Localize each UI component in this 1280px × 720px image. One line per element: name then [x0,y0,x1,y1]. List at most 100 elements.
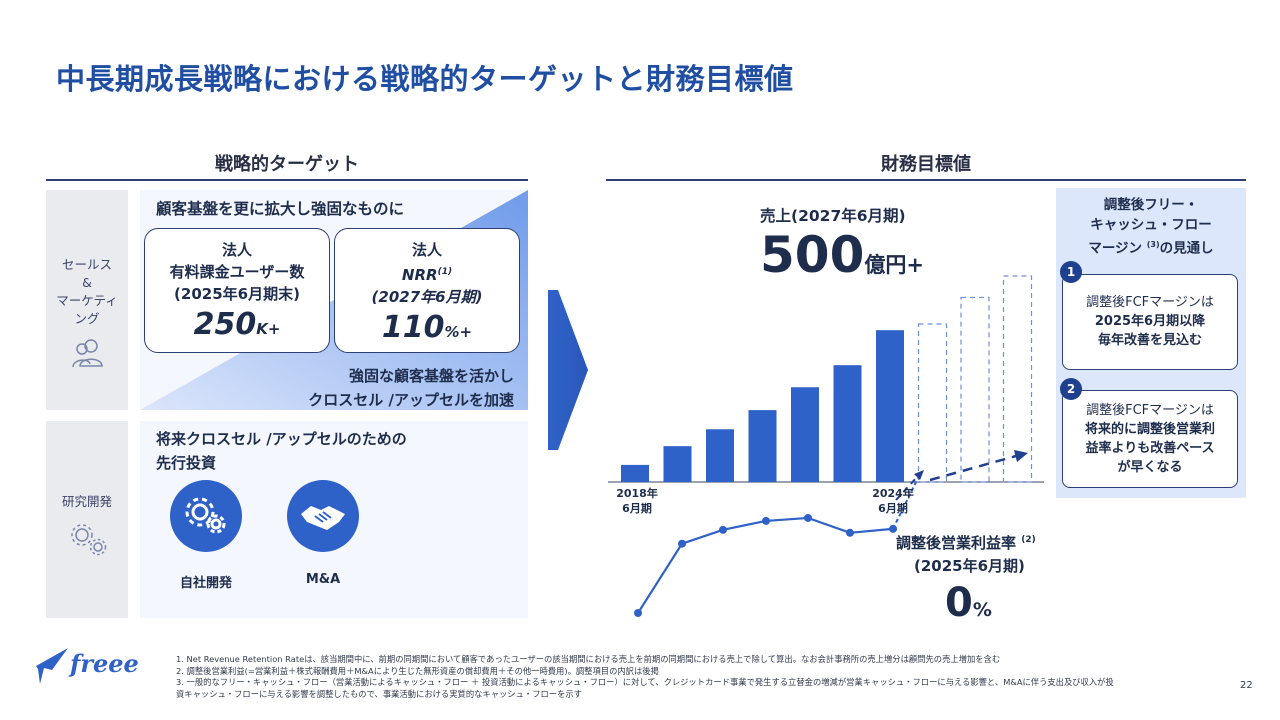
op-margin-point-4 [762,516,770,525]
page-title: 中長期成長戦略における戦略的ターゲットと財務目標値 [56,62,794,96]
x-axis-end-month: 6月期 [878,502,908,515]
revenue-target: 500億円+ [760,226,924,284]
cross-sell-line2: クロスセル /アップセルを加速 [308,391,514,409]
fcf-arrow-1-head [914,470,924,480]
x-axis-start-month: 6月期 [622,502,652,515]
revenue-unit: 億円+ [864,253,924,277]
x-axis-end-year: 2024年 [872,487,914,500]
op-margin-label-text: 調整後営業利益率 [896,534,1017,552]
sales-marketing-label-cell: セールス & マーケティ ング [46,190,128,410]
chevron-right-icon [548,290,588,450]
revenue-bar-actual-4 [748,410,777,482]
revenue-label: 売上(2027年6月期) [760,207,906,225]
right-section-title: 財務目標値 [881,154,971,175]
revenue-bar-projected-2 [960,296,990,483]
revenue-bar-actual-3 [706,429,734,482]
revenue-bar-actual-1 [621,464,649,482]
nrr-line1: 法人 [411,241,442,259]
paid-users-period: (2025年6月期末) [174,285,300,303]
footnote-1: 1. Net Revenue Retention Rateは、該当期間中に、前期… [176,654,1001,664]
note2-line1: 調整後FCFマージンは [1086,403,1214,418]
fcf-title-line2: キャッシュ・フロー [1090,217,1212,233]
footnote-2: 2. 調整後営業利益(=営業利益＋株式報酬費用＋M&Aにより生じた無形資産の償却… [176,665,659,676]
fcf-arrow-2 [929,454,1017,482]
fcf-title-line3: マージン [1088,240,1147,257]
note1-line1: 調整後FCFマージンは [1086,295,1214,310]
paid-users-value: 250 [193,307,257,342]
left-section-divider [46,179,528,181]
nrr-line2: NRR [401,266,438,284]
note2-line2: 将来的に調整後営業利 [1084,422,1215,437]
freee-bird-logo-icon [36,648,68,684]
op-margin-point-5 [804,513,812,522]
note1-line2: 2025年6月期以降 [1094,314,1206,329]
x-axis-start-year: 2018年 [616,487,658,500]
paid-users-line1: 法人 [221,241,252,259]
sales-marketing-label: セールス & マーケティ ング [56,257,118,326]
cross-sell-text: 強固な顧客基盤を活かし クロスセル /アップセルを加速 [280,364,514,412]
nrr-unit: %+ [444,323,473,341]
revenue-bar-projected-1 [917,323,948,483]
fcf-note-2: 調整後FCFマージンは 将来的に調整後営業利 益率よりも改善ペース が早くなる [1062,390,1238,488]
fcf-arrow-1 [895,475,919,501]
fcf-title-line3b: の見通し [1159,240,1214,257]
gears-icon [170,480,242,552]
page-number: 22 [1240,680,1253,691]
gears-outline-icon [71,524,107,556]
revenue-bar-actual-5 [791,387,819,482]
op-margin-point-3 [719,525,727,534]
footnotes: 1. Net Revenue Retention Rateは、該当期間中に、前期… [176,654,1114,700]
paid-users-line2: 有料課金ユーザー数 [169,263,305,281]
left-section-title: 戦略的ターゲット [215,154,359,175]
rd-label-cell: 研究開発 [46,421,128,618]
revenue-bar-actual-6 [833,365,862,482]
op-margin-target: 0% [945,580,992,626]
paid-users-unit: K+ [256,320,281,338]
fcf-arrow-2-head [1014,450,1028,462]
nrr-value: 110 [381,310,445,345]
revenue-bar-actual-2 [663,446,692,482]
note2-line3: 益率よりも改善ペース [1085,441,1215,456]
handshake-icon [287,480,359,552]
op-margin-label: 調整後営業利益率 (2) [896,532,1036,553]
ma-label: M&A [305,572,341,587]
in-house-dev-label: 自社開発 [179,576,232,591]
revenue-bar-projected-3 [1002,275,1033,483]
fcf-footnote-ref: (3) [1146,240,1160,249]
fcf-outlook-title: 調整後フリー・ キャッシュ・フロー マージン (3)の見通し [1056,195,1246,259]
op-margin-point-6 [846,528,854,537]
customer-base-heading: 顧客基盤を更に拡大し強固なものに [156,200,405,218]
investment-line2: 先行投資 [156,454,217,472]
op-margin-line [637,516,894,614]
revenue-value: 500 [760,226,865,284]
revenue-bar-actual-7 [876,330,904,482]
op-margin-point-2 [678,539,686,548]
op-margin-point-1 [634,609,642,617]
fcf-note-1: 調整後FCFマージンは 2025年6月期以降 毎年改善を見込む [1062,274,1238,370]
op-margin-projection-line [892,477,919,530]
nrr-footnote-ref: (1) [437,267,453,277]
note2-number-badge: 2 [1060,378,1082,400]
investment-line1: 将来クロスセル /アップセルのための [156,430,407,448]
people-icon [72,339,103,368]
x-axis-start-label: 2018年 6月期 [606,486,668,516]
op-margin-period: (2025年6月期) [914,557,1025,575]
cross-sell-line1: 強固な顧客基盤を活かし [348,367,514,385]
right-section-divider [606,179,1246,181]
rd-label: 研究開発 [61,494,112,509]
investment-heading: 将来クロスセル /アップセルのための 先行投資 [156,427,407,475]
fcf-title-line1: 調整後フリー・ [1103,197,1199,213]
op-margin-value: 0 [945,580,973,626]
op-margin-footnote-ref: (2) [1021,535,1036,545]
note2-line4: が早くなる [1117,460,1183,475]
nrr-card: 法人 NRR(1) (2027年6月期) 110%+ [334,228,520,353]
footnote-3a: 3. 一般的なフリー・キャッシュ・フロー（営業活動によるキャッシュ・フロー ＋ … [176,677,1114,687]
nrr-period: (2027年6月期) [371,288,483,306]
footnote-3b: 資キャッシュ・フローに与える影響を調整したもので、事業活動における実質的なキャッ… [176,688,582,699]
x-axis-end-label: 2024年 6月期 [862,486,924,516]
note1-line3: 毎年改善を見込む [1097,333,1202,348]
freee-logo-text: freee [70,649,139,678]
note1-number-badge: 1 [1060,261,1082,283]
paid-users-card: 法人 有料課金ユーザー数 (2025年6月期末) 250K+ [144,228,330,353]
op-margin-unit: % [972,599,992,621]
